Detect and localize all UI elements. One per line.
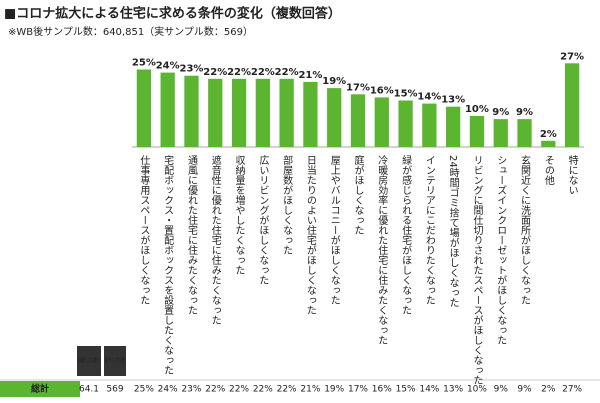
value-label: 22% <box>275 67 299 78</box>
header-bg <box>104 346 126 376</box>
table-cell: 17% <box>348 385 368 395</box>
x-tick-label: インテリアにこだわりたくなった <box>423 155 435 305</box>
table-cell: 13% <box>443 385 463 395</box>
x-tick-label: 日当たりのよい住宅がほしくなった <box>304 155 316 315</box>
bar <box>374 97 389 147</box>
table-cell: 25% <box>134 385 154 395</box>
bar <box>231 78 247 147</box>
table-cell: 21% <box>300 385 320 395</box>
table-cell: 23% <box>181 385 201 395</box>
table-header: WB後サンプル数(万) <box>78 357 101 365</box>
bar <box>255 78 270 147</box>
value-label: 25% <box>132 58 156 69</box>
x-tick-label: 部屋数がほしくなった <box>281 154 293 255</box>
x-tick-label: 庭がほしくなった <box>352 154 364 235</box>
table-cell: 22% <box>229 385 249 395</box>
chart-title: ■コロナ拡大による住宅に求める条件の変化（複数回答） <box>4 6 341 22</box>
table-cell: 64.1 <box>79 385 99 395</box>
bar <box>350 94 366 147</box>
value-label: 21% <box>298 70 322 81</box>
table-cell: 22% <box>277 385 297 395</box>
bar <box>160 72 175 147</box>
table-cell: 9% <box>494 385 509 395</box>
value-label: 13% <box>441 95 465 106</box>
x-tick-label: 通風に優れた住宅に住みたくなった <box>185 155 197 315</box>
table-cell: 19% <box>324 385 344 395</box>
table-cell: 16% <box>372 385 392 395</box>
bar <box>422 103 437 147</box>
bar <box>564 63 580 147</box>
x-tick-label: 特にない <box>566 155 578 195</box>
table-header: 実サンプル数 <box>105 357 125 365</box>
bar <box>136 69 152 147</box>
bar <box>303 81 318 147</box>
header-bg <box>77 346 101 376</box>
x-tick-label: 収納量を増やしたくなった <box>233 155 245 275</box>
value-label: 14% <box>417 92 441 103</box>
table-cell: 22% <box>205 385 225 395</box>
table-row-label: 総計 <box>31 383 49 395</box>
table-cell: 22% <box>253 385 273 395</box>
bar <box>208 78 223 147</box>
value-label: 17% <box>346 82 370 93</box>
x-tick-label: その他 <box>542 155 554 186</box>
value-label: 22% <box>251 67 275 78</box>
x-tick-label: 冷暖房効率に優れた住宅に住みたくなった <box>376 154 388 345</box>
value-label: 2% <box>540 129 557 140</box>
bar <box>398 100 413 147</box>
x-tick-label: 屋上やバルコニーがほしくなった <box>328 155 340 305</box>
x-tick-label: 緑が感じられる住宅がほしくなった <box>400 154 412 315</box>
table-cell: 10% <box>467 385 487 395</box>
value-label: 22% <box>227 67 251 78</box>
value-label: 16% <box>370 85 394 96</box>
x-tick-label: 24時間ゴミ捨て場がほしくなった <box>447 155 459 308</box>
value-label: 9% <box>492 107 509 118</box>
value-label: 27% <box>560 51 584 62</box>
table-cell: 14% <box>419 385 439 395</box>
table-cell: 2% <box>541 385 556 395</box>
table-cell: 569 <box>106 385 123 395</box>
table-cell: 27% <box>562 385 582 395</box>
bar <box>493 119 508 147</box>
bar <box>184 75 199 147</box>
bar <box>279 78 294 147</box>
value-label: 23% <box>180 64 204 75</box>
table-cell: 9% <box>517 385 532 395</box>
chart-subtitle: ※WB後サンプル数：640,851（実サンプル数：569） <box>8 25 253 38</box>
x-tick-label: リビングに間仕切りされたスペースがほしくなった <box>471 155 483 385</box>
bar <box>327 88 342 147</box>
bar <box>517 119 532 147</box>
value-label: 9% <box>516 107 533 118</box>
bar <box>446 106 461 147</box>
table-cell: 24% <box>158 385 178 395</box>
bar <box>541 140 556 147</box>
bar <box>469 116 485 147</box>
value-label: 10% <box>465 104 489 115</box>
x-tick-label: シューズインクローゼットがほしくなった <box>495 155 507 345</box>
x-tick-label: 広いリビングがほしくなった <box>257 154 269 285</box>
x-tick-label: 仕事専用スペースがほしくなった <box>138 154 150 305</box>
x-tick-label: 玄関近くに洗面所がほしくなった <box>519 154 531 305</box>
row-label-bg <box>0 381 80 397</box>
value-label: 24% <box>156 61 180 72</box>
value-label: 15% <box>394 89 418 100</box>
value-label: 22% <box>203 67 227 78</box>
value-label: 19% <box>322 76 346 87</box>
x-tick-label: 宅配ボックス・置配ボックスを設置したくなった <box>162 154 174 375</box>
x-tick-label: 遮音性に優れた住宅に住みたくなった <box>209 154 221 325</box>
table-cell: 15% <box>396 385 416 395</box>
